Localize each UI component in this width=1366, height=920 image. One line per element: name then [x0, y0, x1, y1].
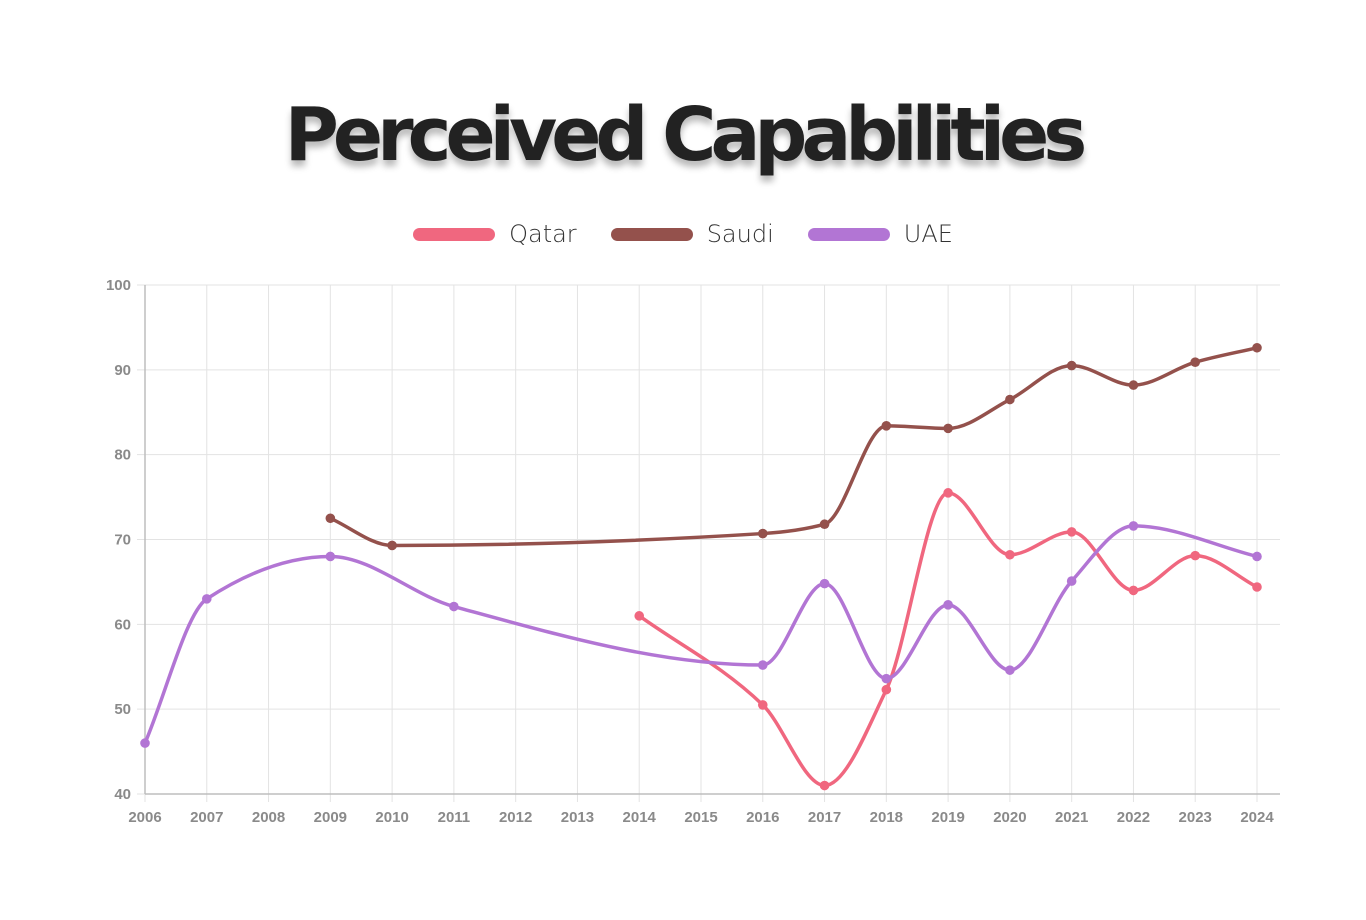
x-tick-label-2007: 2007 — [190, 809, 223, 826]
point-saudi-2023[interactable] — [1190, 357, 1201, 367]
point-saudi-2009[interactable] — [325, 513, 336, 524]
point-uae-2017[interactable] — [819, 578, 830, 589]
legend: Qatar Saudi UAE — [0, 220, 1366, 248]
legend-swatch-uae — [807, 227, 890, 241]
x-tick-label-2019: 2019 — [931, 809, 964, 826]
point-qatar-2020[interactable] — [1005, 549, 1015, 560]
point-qatar-2021[interactable] — [1066, 527, 1077, 537]
point-qatar-2018[interactable] — [881, 684, 892, 695]
point-saudi-2010[interactable] — [387, 540, 397, 551]
point-qatar-2022[interactable] — [1128, 585, 1139, 596]
point-saudi-2016[interactable] — [757, 528, 768, 539]
x-tick-label-2016: 2016 — [746, 809, 779, 826]
axes: 40 50 60 70 80 90 100 2006 2007 2008 2009 2010 2011 2… — [106, 277, 1280, 826]
legend-label-uae: UAE — [903, 220, 953, 248]
x-tick-label-2014: 2014 — [623, 809, 657, 826]
point-qatar-2024[interactable] — [1252, 582, 1262, 592]
x-tick-label-2022: 2022 — [1117, 809, 1150, 826]
point-uae-2024[interactable] — [1252, 551, 1262, 562]
chart-title: Perceived Capabilities — [284, 92, 1088, 178]
point-saudi-2024[interactable] — [1252, 342, 1262, 353]
x-tick-label-2017: 2017 — [808, 809, 841, 826]
y-tick-label-90: 90 — [114, 362, 131, 379]
y-tick-label-50: 50 — [114, 701, 131, 718]
point-qatar-2016[interactable] — [757, 700, 768, 710]
x-tick-label-2010: 2010 — [375, 809, 408, 826]
point-uae-2007[interactable] — [201, 594, 212, 604]
point-uae-2020[interactable] — [1005, 665, 1015, 675]
point-uae-2022[interactable] — [1128, 521, 1139, 531]
x-tick-label-2021: 2021 — [1055, 809, 1088, 826]
x-tick-label-2020: 2020 — [993, 809, 1026, 826]
x-tick-label-2023: 2023 — [1179, 809, 1212, 826]
point-uae-2021[interactable] — [1066, 576, 1077, 586]
point-uae-2016[interactable] — [757, 660, 768, 670]
x-tick-label-2015: 2015 — [684, 809, 717, 826]
y-tick-label-70: 70 — [114, 532, 131, 549]
legend-item-saudi[interactable]: Saudi — [610, 220, 774, 248]
point-uae-2011[interactable] — [449, 601, 459, 612]
point-uae-2009[interactable] — [325, 551, 336, 562]
y-tick-label-100: 100 — [106, 277, 131, 294]
legend-item-uae[interactable]: UAE — [807, 220, 953, 248]
x-tick-label-2013: 2013 — [561, 809, 594, 826]
grid — [137, 284, 1280, 802]
legend-label-saudi: Saudi — [706, 220, 774, 248]
legend-swatch-saudi — [610, 227, 693, 241]
point-saudi-2018[interactable] — [881, 421, 892, 431]
y-tick-label-60: 60 — [114, 616, 131, 633]
point-qatar-2014[interactable] — [634, 611, 645, 621]
y-tick-label-40: 40 — [114, 786, 131, 803]
point-qatar-2017[interactable] — [819, 780, 830, 791]
legend-item-qatar[interactable]: Qatar — [413, 220, 577, 248]
legend-label-qatar: Qatar — [509, 220, 577, 248]
point-qatar-2023[interactable] — [1190, 550, 1201, 561]
point-uae-2018[interactable] — [881, 673, 892, 684]
x-tick-label-2018: 2018 — [870, 809, 903, 826]
point-saudi-2019[interactable] — [943, 423, 953, 434]
x-tick-label-2012: 2012 — [499, 809, 532, 826]
data-points — [140, 342, 1262, 791]
x-tick-label-2006: 2006 — [128, 809, 161, 826]
point-saudi-2020[interactable] — [1005, 394, 1015, 405]
x-tick-label-2008: 2008 — [252, 809, 285, 826]
x-tick-label-2009: 2009 — [314, 809, 347, 826]
point-qatar-2019[interactable] — [943, 488, 953, 498]
x-tick-label-2011: 2011 — [438, 809, 471, 826]
point-uae-2019[interactable] — [943, 600, 953, 610]
series-line-saudi — [328, 346, 1259, 548]
point-uae-2006[interactable] — [140, 738, 150, 748]
point-saudi-2017[interactable] — [819, 519, 830, 530]
y-tick-label-80: 80 — [114, 447, 131, 464]
point-saudi-2022[interactable] — [1128, 380, 1139, 390]
x-tick-label-2024: 2024 — [1240, 809, 1274, 826]
point-saudi-2021[interactable] — [1066, 360, 1077, 371]
legend-swatch-qatar — [413, 227, 496, 241]
